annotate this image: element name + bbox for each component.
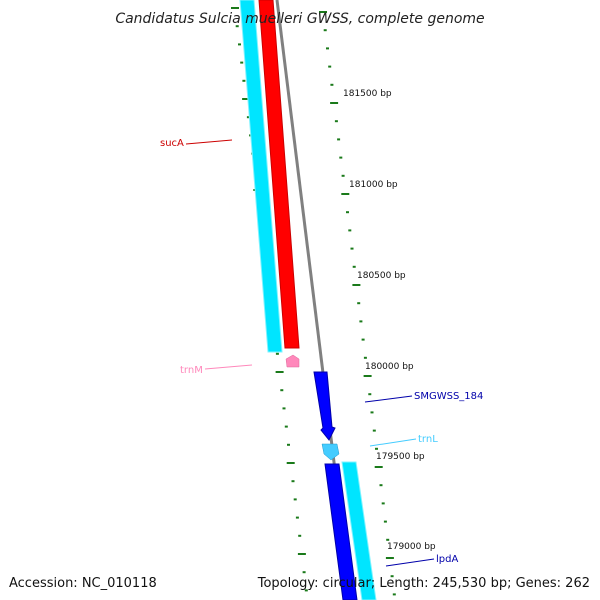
lpdA-label: lpdA [436,554,458,565]
scale-label-181000: 181000 bp [349,180,398,190]
scale-label-181500: 181500 bp [343,89,392,99]
lpdA-connector [385,558,435,567]
SMGWSS-184-connector [364,395,413,403]
cds-band-upper [239,0,283,353]
trnL-connector [369,438,417,447]
trnM-label: trnM [180,365,203,376]
scale-label-180500: 180500 bp [357,271,406,281]
sucA-gene-bar[interactable] [258,0,300,349]
topology-text: Topology: circular; Length: 245,530 bp; … [257,576,590,591]
map-title: Candidatus Sulcia muelleri GWSS, complet… [115,11,484,27]
trnL-label: trnL [418,434,438,445]
sucA-label: sucA [160,138,184,149]
accession-text: Accession: NC_010118 [9,576,157,591]
trnL-feature[interactable] [321,443,340,461]
sucA-connector [185,139,233,145]
SMGWSS-184-label: SMGWSS_184 [414,391,483,402]
right-strand-ticks [319,11,396,596]
trnM-feature[interactable] [285,354,300,368]
SMGWSS-184-gene-arrow[interactable] [313,371,336,441]
scale-label-179000: 179000 bp [387,542,436,552]
scale-label-180000: 180000 bp [365,362,414,372]
trnM-connector [204,364,253,370]
cds-band-lower [341,461,377,600]
scale-label-179500: 179500 bp [376,452,425,462]
lpdA-gene-bar[interactable] [324,463,358,600]
